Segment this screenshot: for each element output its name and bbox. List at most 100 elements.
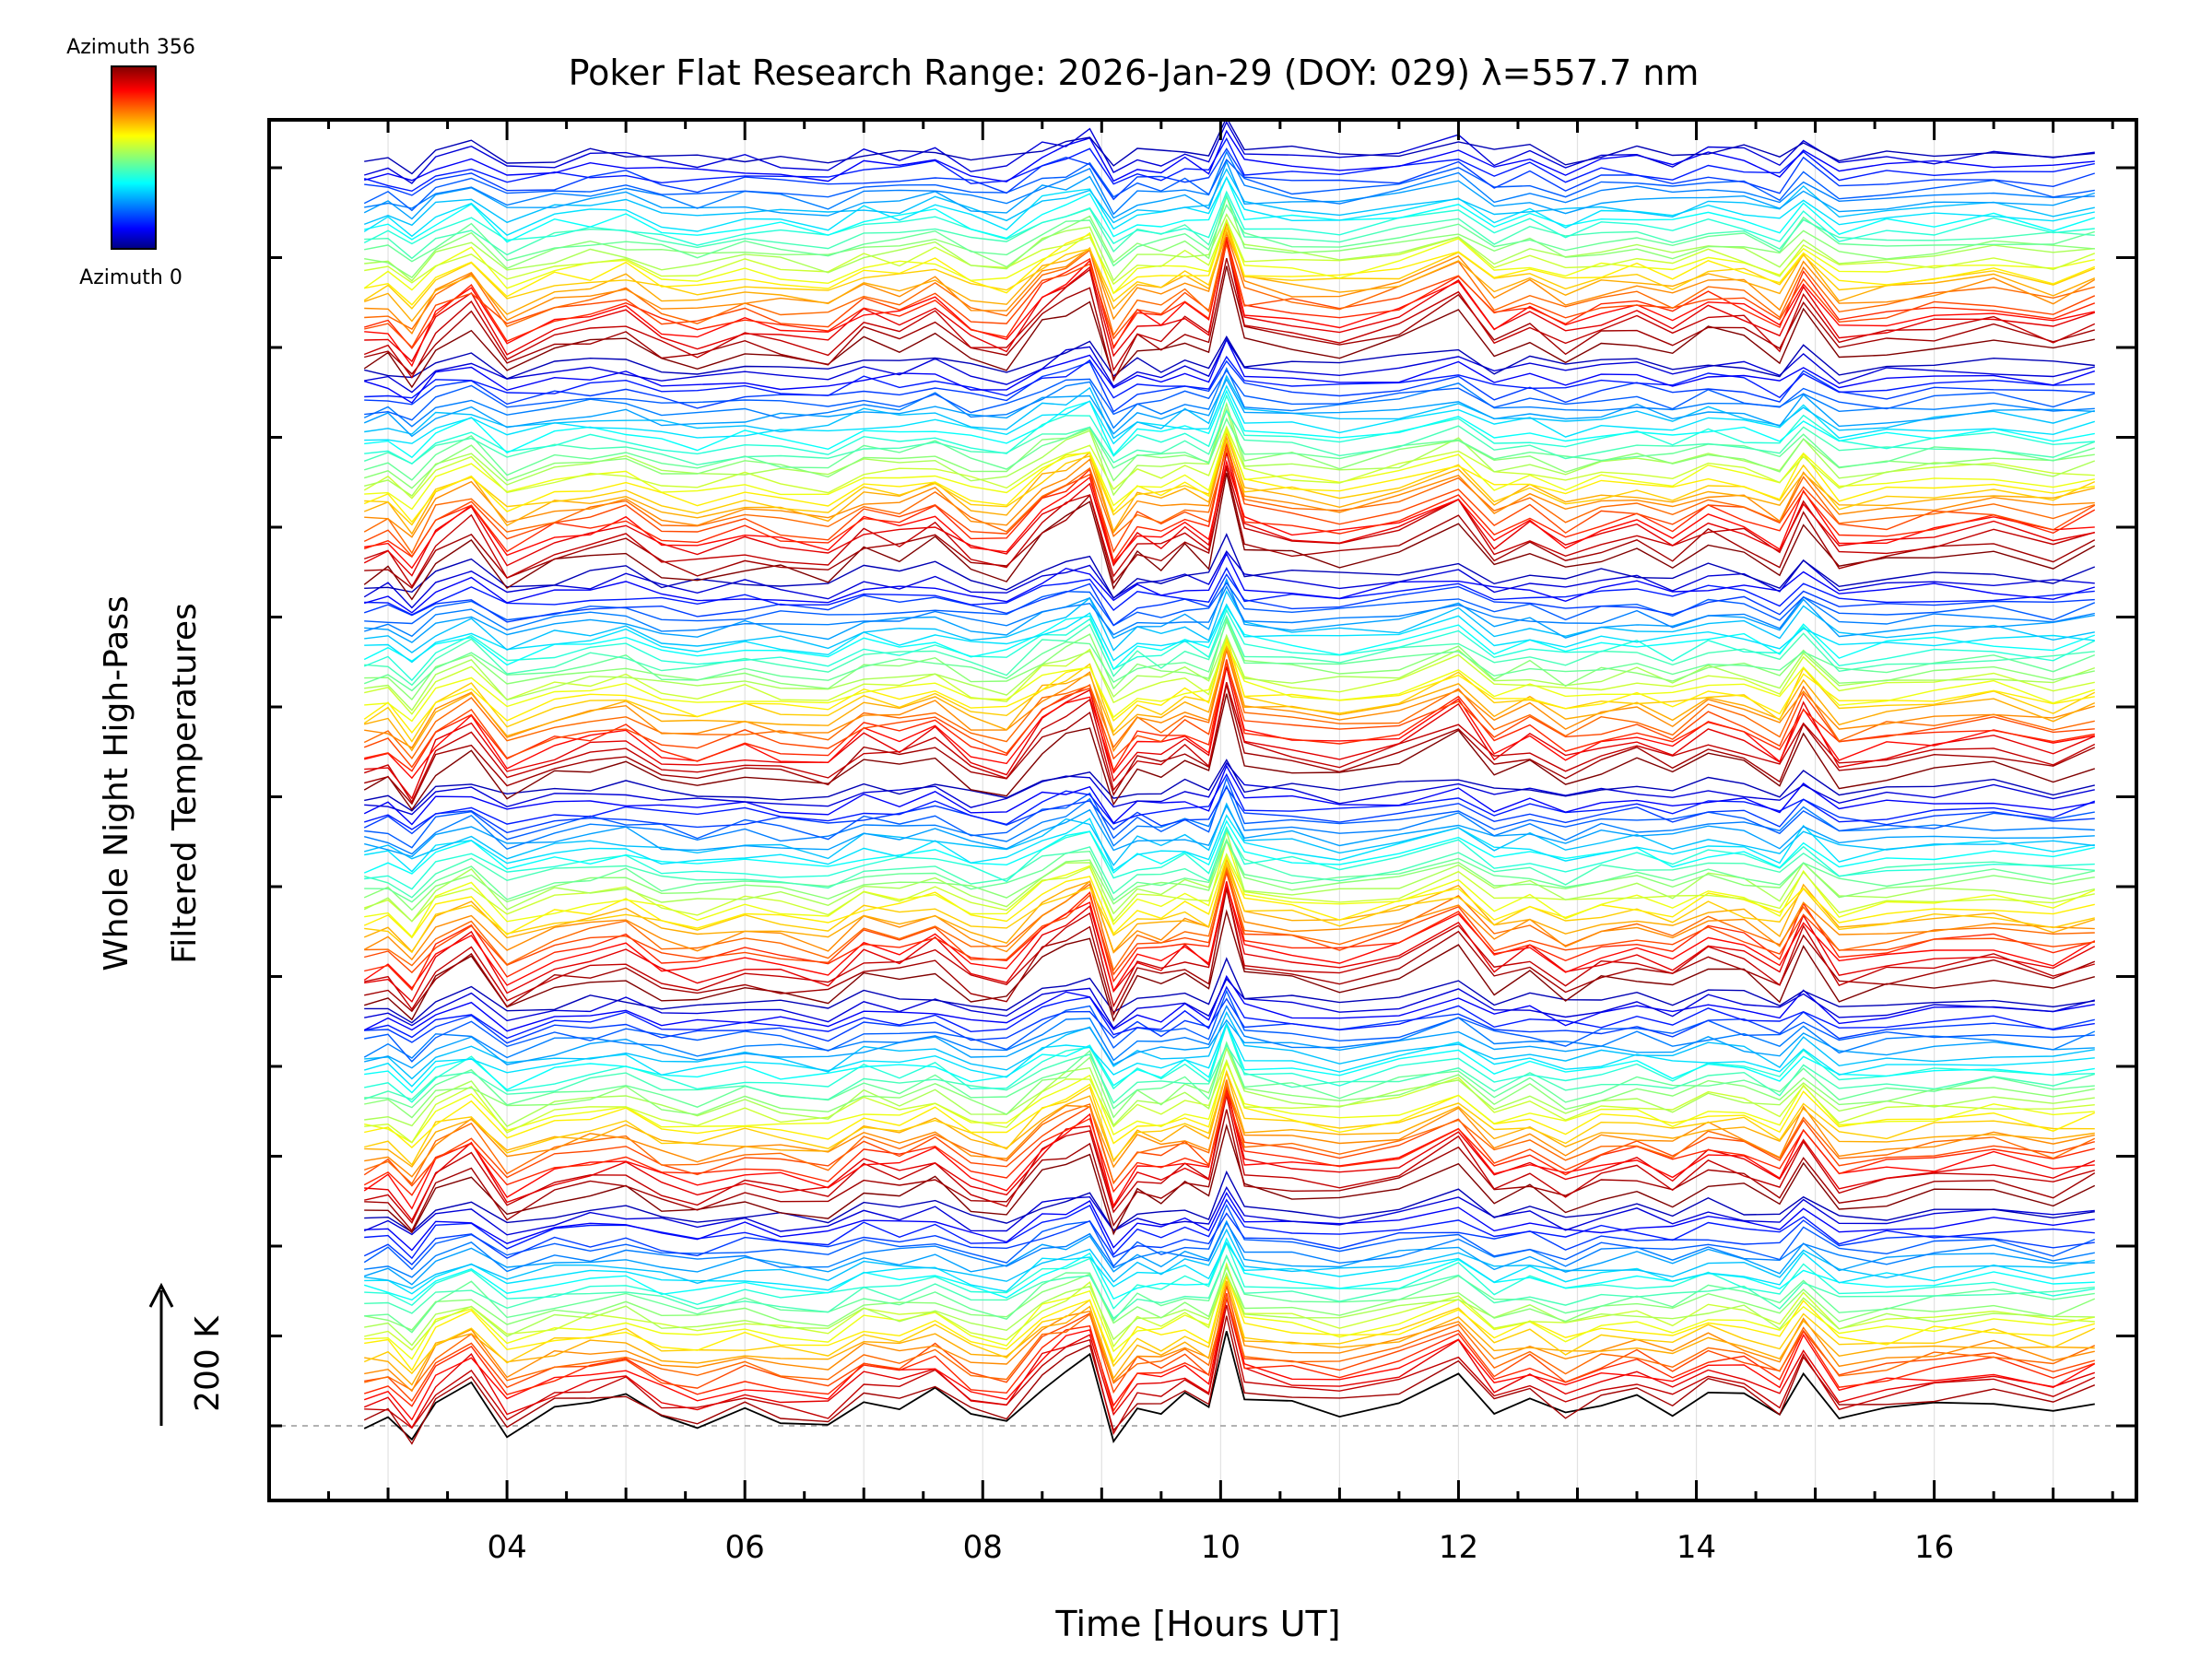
trace-line: [363, 429, 2095, 535]
trace-line: [363, 425, 2095, 500]
trace-line: [364, 881, 2096, 1003]
trace-line: [363, 974, 2095, 1032]
trace-line: [364, 120, 2095, 184]
colorbar-bottom-label: Azimuth 0: [79, 266, 182, 289]
trace-line: [363, 159, 2095, 212]
trace-line: [364, 888, 2096, 1017]
trace-line: [364, 861, 2095, 954]
trace-line: [363, 682, 2096, 804]
trace-line: [363, 265, 2095, 389]
trace-line: [364, 614, 2095, 687]
trace-line: [363, 443, 2096, 563]
trace-line: [364, 1021, 2095, 1094]
trace-line: [363, 764, 2095, 826]
x-tick-label: 08: [963, 1529, 1003, 1566]
trace-line: [363, 1292, 2096, 1413]
trace-line: [363, 1090, 2095, 1196]
trace-line: [364, 783, 2095, 855]
trace-line: [363, 572, 2095, 627]
trace-line: [364, 1046, 2095, 1127]
trace-line: [364, 194, 2095, 279]
traces-group: [363, 120, 2096, 1445]
trace-line: [363, 225, 2096, 310]
trace-line: [364, 838, 2095, 903]
trace-line: [364, 1293, 2096, 1392]
trace-line: [363, 1185, 2095, 1236]
trace-line: [363, 427, 2095, 524]
trace-line: [364, 428, 2095, 511]
trace-line: [363, 465, 2095, 588]
trace-line: [364, 257, 2095, 382]
trace-line: [364, 389, 2095, 459]
trace-line: [364, 203, 2096, 267]
trace-line: [363, 1043, 2095, 1104]
x-tick-label: 10: [1201, 1529, 1241, 1566]
trace-line: [363, 855, 2095, 939]
trace-line: [363, 785, 2095, 835]
trace-line: [363, 1237, 2095, 1301]
trace-line: [363, 1273, 2096, 1375]
trace-line: [364, 369, 2096, 421]
trace-line: [364, 603, 2095, 664]
trace-line: [364, 1018, 2095, 1069]
trace-line: [363, 647, 2095, 759]
trace-line: [364, 829, 2095, 899]
trace-line: [364, 1058, 2095, 1144]
trace-line: [364, 1241, 2095, 1310]
trace-line: [363, 633, 2096, 743]
trace-line: [364, 150, 2095, 216]
trace-line: [363, 447, 2096, 555]
trace-line: [363, 605, 2096, 671]
trace-line: [364, 617, 2095, 701]
trace-line: [363, 159, 2095, 220]
trace-line: [363, 452, 2095, 577]
scale-arrow-head: [148, 1282, 174, 1308]
trace-line: [364, 374, 2096, 440]
trace-line: [364, 776, 2095, 849]
chart-title: Poker Flat Research Range: 2026-Jan-29 (…: [569, 53, 1700, 93]
trace-line: [364, 837, 2096, 938]
trace-line: [364, 641, 2095, 753]
x-tick-label: 14: [1677, 1529, 1716, 1566]
trace-line: [363, 550, 2095, 609]
trace-line: [364, 533, 2096, 599]
trace-line: [364, 218, 2096, 306]
trace-line: [364, 1109, 2096, 1232]
trace-line: [364, 1253, 2095, 1320]
trace-line: [363, 863, 2095, 961]
trace-line: [364, 633, 2095, 715]
trace-line: [364, 989, 2095, 1063]
trace-line: [364, 120, 2095, 175]
y-axis-label-line2: Filtered Temperatures: [166, 603, 204, 964]
trace-line: [364, 218, 2096, 286]
colorbar: [111, 65, 157, 250]
trace-line: [364, 435, 2095, 538]
trace-line: [364, 814, 2095, 873]
trace-line: [363, 584, 2095, 638]
x-tick-labels: 04 06 08 10 12 14 16: [487, 1529, 1954, 1566]
trace-line: [364, 129, 2095, 182]
trace-line: [364, 552, 2095, 614]
trace-line: [363, 473, 2096, 601]
trace-line: [363, 408, 2096, 466]
x-tick-label: 06: [725, 1529, 765, 1566]
trace-line: [363, 693, 2096, 811]
trace-line: [364, 236, 2096, 350]
trace-line: [364, 147, 2096, 201]
trace-line: [363, 1315, 2096, 1445]
trace-line: [364, 1010, 2095, 1080]
trace-line: [364, 659, 2095, 772]
trace-line: [364, 359, 2095, 413]
trace-line: [363, 772, 2096, 830]
trace-line: [363, 168, 2095, 227]
trace-line: [363, 619, 2096, 692]
x-tick-label: 16: [1914, 1529, 1954, 1566]
trace-line: [364, 1271, 2095, 1360]
trace-line: [364, 1254, 2095, 1334]
trace-line: [364, 241, 2096, 348]
trace-line: [363, 883, 2096, 993]
trace-line: [363, 1203, 2096, 1271]
trace-line: [363, 839, 2095, 912]
trace-line: [364, 589, 2095, 653]
